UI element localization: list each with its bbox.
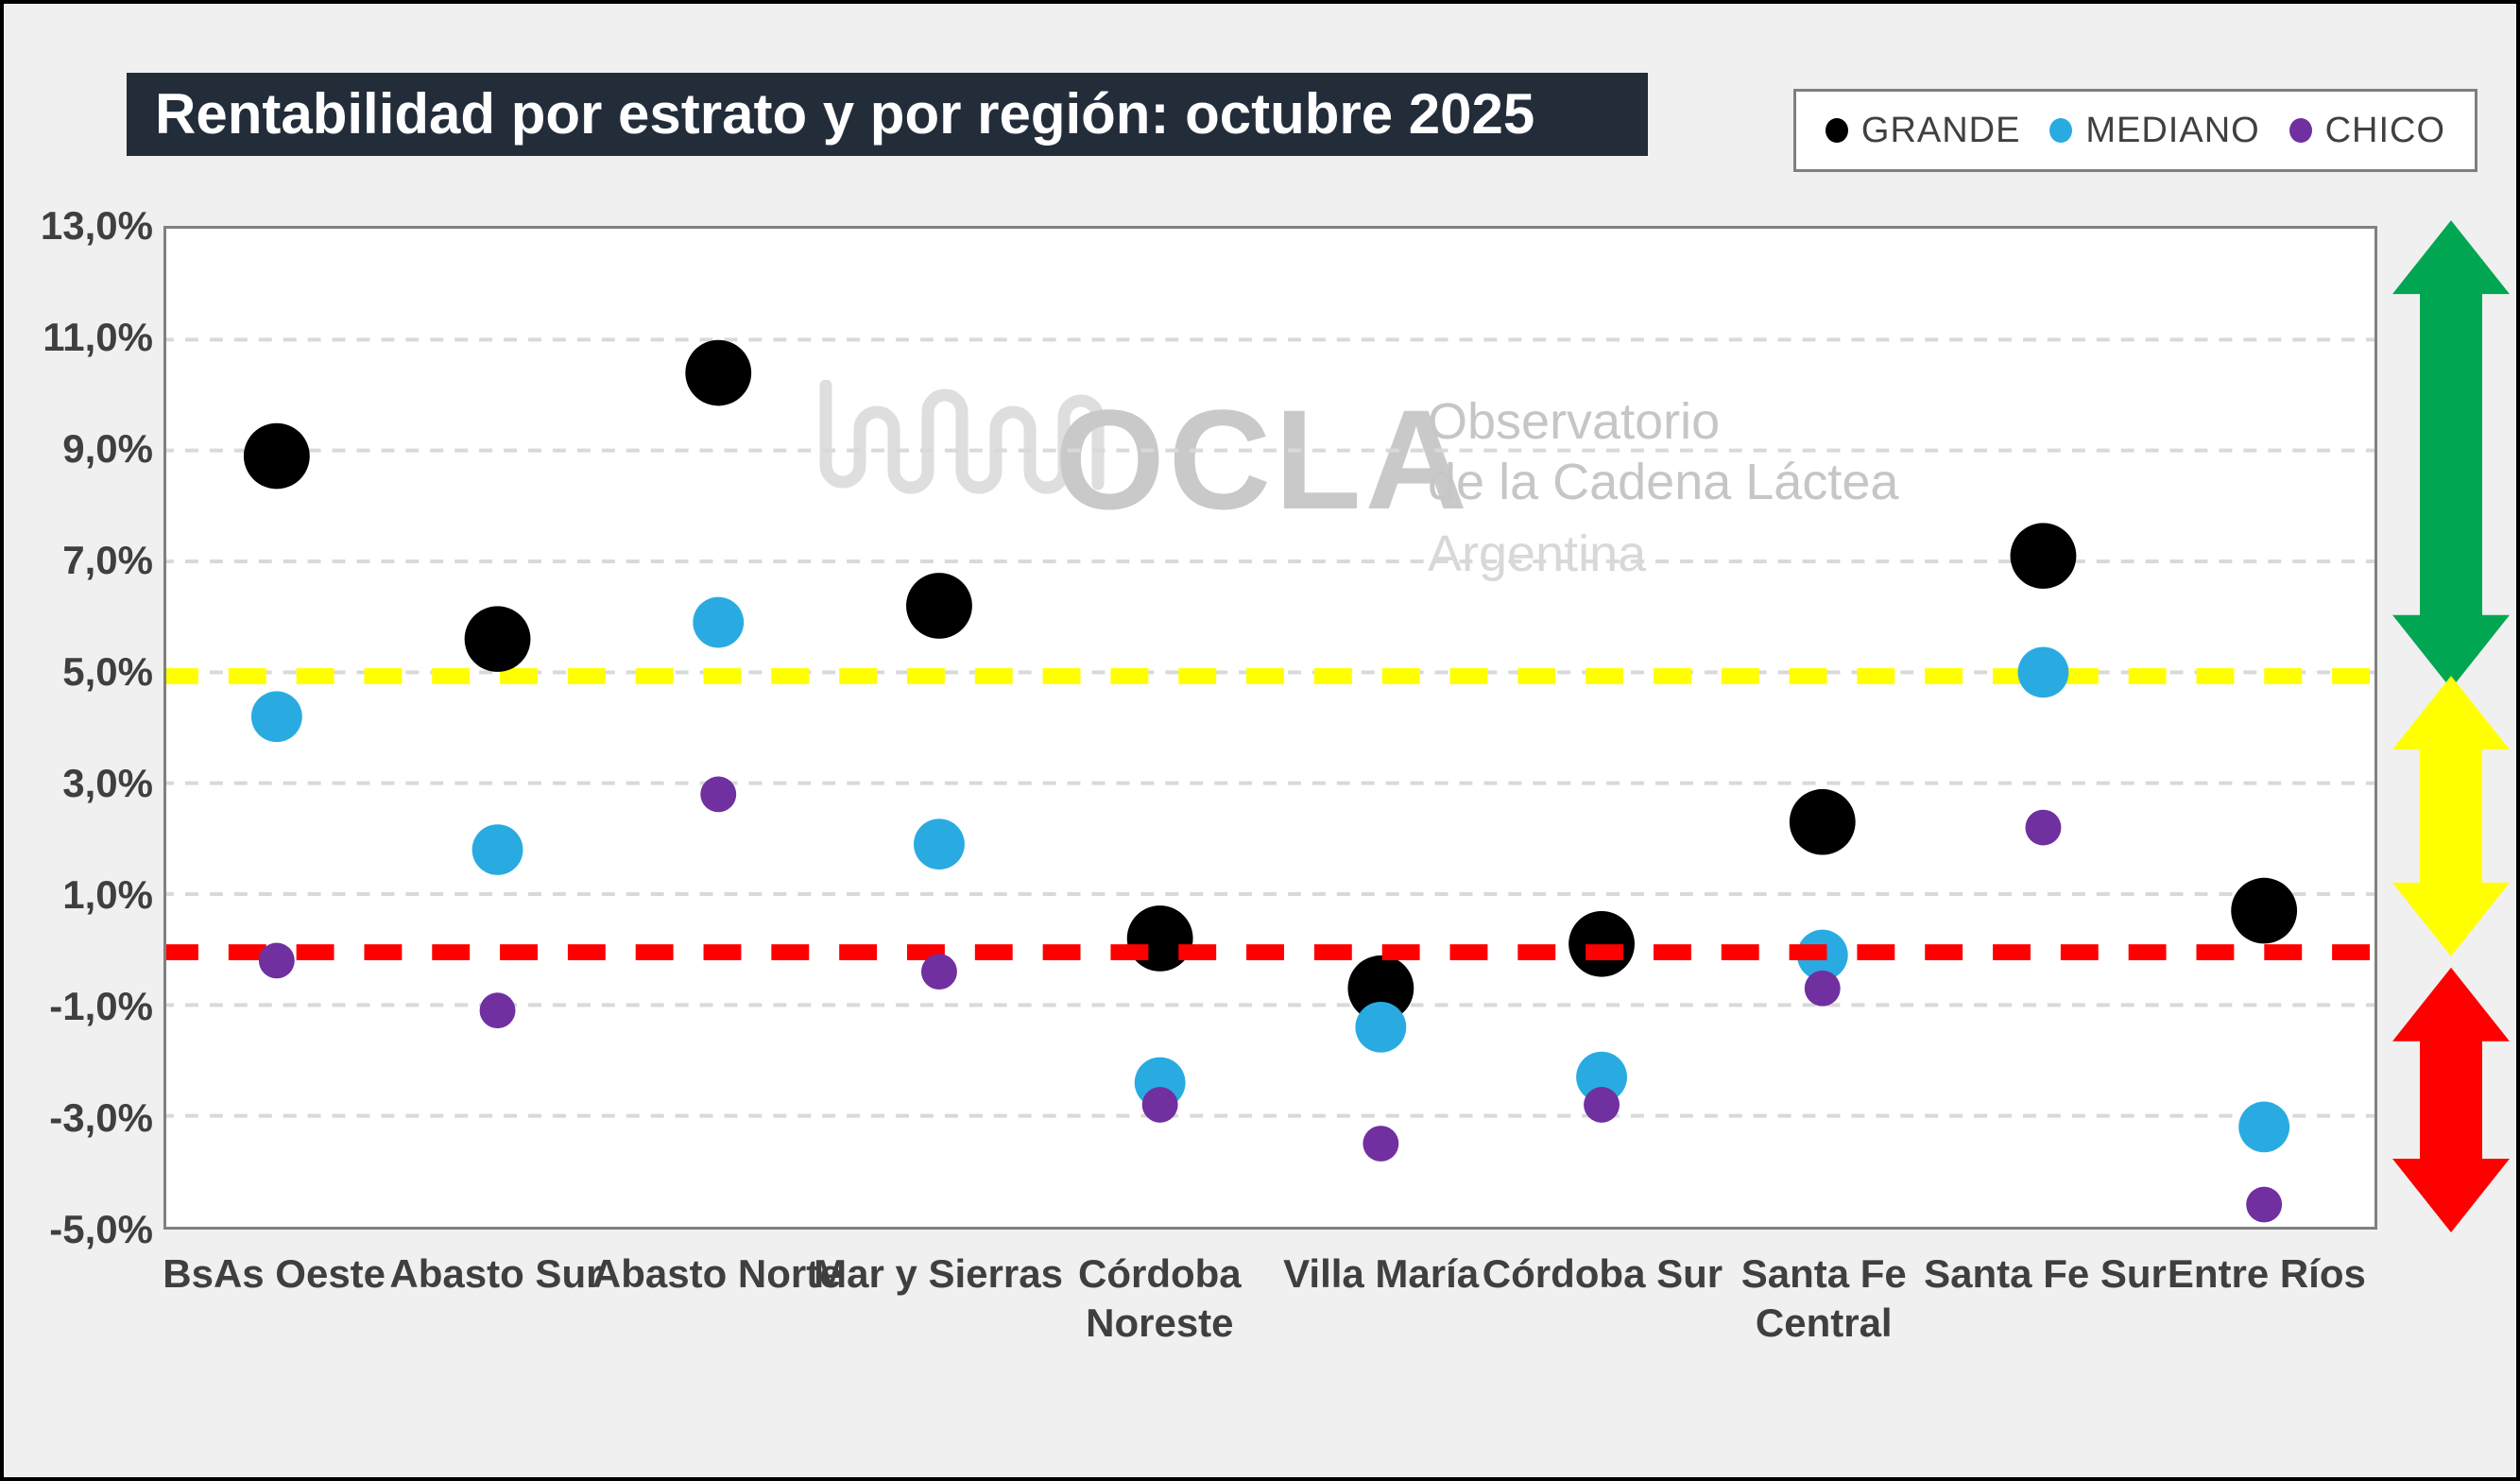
legend-item-chico: CHICO	[2289, 111, 2445, 151]
legend-dot-icon	[2049, 118, 2073, 143]
y-tick-label: -3,0%	[49, 1095, 153, 1140]
y-tick-label: 1,0%	[62, 872, 153, 917]
x-tick-label-2: Abasto Norte	[591, 1251, 842, 1296]
legend-item-grande: GRANDE	[1825, 110, 2021, 151]
dot-chico-5	[1363, 1126, 1399, 1162]
dot-chico-3	[920, 954, 957, 990]
dot-mediano-1	[471, 824, 523, 875]
zone-arrows	[2392, 220, 2510, 1232]
plot-area: OCLA Observatorio de la Cadena Láctea Ar…	[163, 226, 2377, 1230]
x-tick-label-6: Córdoba Sur	[1482, 1251, 1723, 1296]
dot-mediano-2	[693, 596, 745, 648]
y-tick-label: -5,0%	[49, 1207, 153, 1251]
dot-chico-7	[1804, 970, 1841, 1007]
yellow-zone-0-to-5pct-arrow-icon	[2392, 676, 2510, 956]
y-tick-label: -1,0%	[49, 984, 153, 1028]
legend-dot-icon	[2289, 118, 2312, 143]
dot-chico-9	[2246, 1186, 2283, 1223]
dot-mediano-8	[2017, 646, 2069, 698]
x-tick-label-5: Villa María	[1283, 1251, 1480, 1296]
dot-grande-6	[1569, 910, 1635, 977]
y-tick-label: 5,0%	[62, 649, 153, 694]
dot-chico-8	[2025, 809, 2062, 846]
chart-title-bar: Rentabilidad por estrato y por región: o…	[127, 73, 1648, 156]
dot-grande-8	[2010, 523, 2077, 589]
legend-dot-icon	[1825, 118, 1848, 143]
dot-mediano-5	[1355, 1001, 1407, 1053]
x-tick-label-9: Entre Ríos	[2167, 1251, 2366, 1296]
dot-chico-4	[1141, 1087, 1178, 1123]
dot-chico-2	[700, 776, 737, 813]
dot-grande-5	[1347, 955, 1414, 1022]
legend-label: CHICO	[2324, 110, 2446, 150]
legend-item-mediano: MEDIANO	[2049, 111, 2259, 151]
dot-mediano-0	[250, 691, 302, 743]
dot-grande-1	[464, 606, 531, 672]
dot-grande-0	[243, 422, 310, 490]
x-tick-label-4: Córdoba Noreste	[1078, 1251, 1242, 1345]
dot-grande-7	[1789, 788, 1856, 855]
dot-mediano-9	[2238, 1101, 2290, 1153]
dot-mediano-3	[914, 818, 965, 870]
y-tick-label: 3,0%	[62, 761, 153, 805]
dot-grande-9	[2231, 877, 2298, 944]
legend-label: MEDIANO	[2085, 110, 2260, 150]
dot-grande-4	[1126, 905, 1193, 972]
legend: GRANDE MEDIANO CHICO	[1793, 89, 2477, 172]
y-tick-label: 9,0%	[62, 426, 153, 471]
dot-mediano-6	[1576, 1051, 1627, 1103]
x-tick-label-1: Abasto Sur	[389, 1251, 602, 1296]
scatter-chart	[166, 337, 2374, 1223]
chart-title: Rentabilidad por estrato y por región: o…	[155, 82, 1535, 146]
x-tick-label-7: Santa Fe Central	[1740, 1251, 1907, 1345]
x-tick-label-8: Santa Fe Sur	[1924, 1251, 2167, 1296]
legend-label: GRANDE	[1860, 110, 2021, 150]
dot-chico-1	[479, 992, 516, 1029]
y-tick-label: 11,0%	[43, 315, 153, 359]
green-zone-above-5pct-arrow-icon	[2392, 220, 2510, 689]
x-tick-label-0: BsAs Oeste	[163, 1251, 386, 1296]
red-zone-below-0pct-arrow-icon	[2392, 967, 2510, 1232]
dot-grande-3	[906, 573, 972, 639]
x-tick-label-3: Mar y Sierras	[814, 1251, 1063, 1296]
dot-grande-2	[685, 339, 752, 406]
dot-chico-6	[1584, 1087, 1620, 1123]
y-tick-label: 13,0%	[40, 203, 153, 248]
y-tick-label: 7,0%	[62, 538, 153, 582]
dot-chico-0	[258, 942, 295, 979]
